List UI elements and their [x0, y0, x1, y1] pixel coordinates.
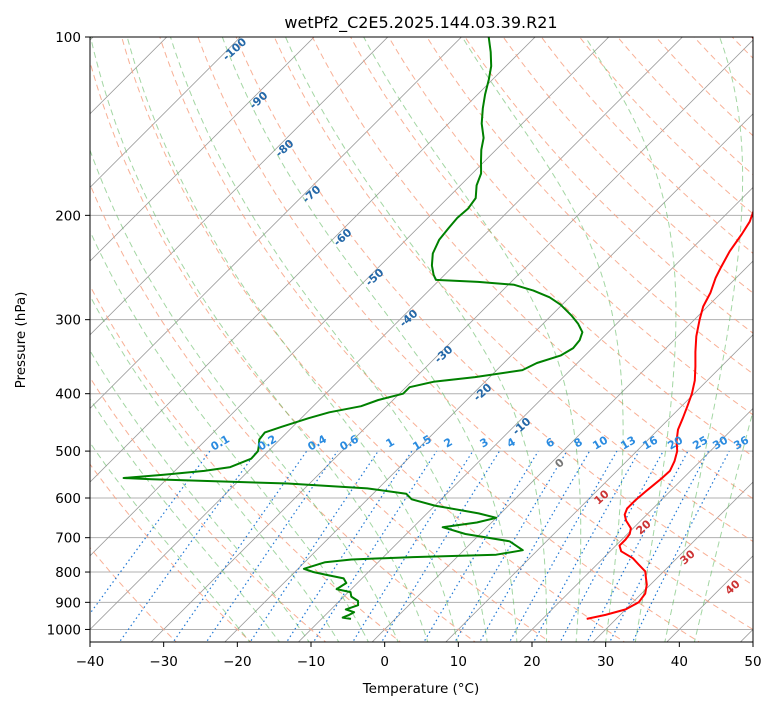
y-tick-label: 200	[55, 208, 81, 224]
x-tick-label: 20	[523, 654, 540, 670]
y-tick-label: 900	[55, 595, 81, 611]
x-tick-label: 40	[671, 654, 688, 670]
y-tick-label: 800	[55, 565, 81, 581]
y-axis-label: Pressure (hPa)	[13, 292, 29, 389]
x-axis-label: Temperature (°C)	[362, 681, 480, 697]
x-tick-label: −30	[149, 654, 178, 670]
x-tick-label: 50	[744, 654, 761, 670]
x-tick-label: 0	[380, 654, 389, 670]
y-tick-label: 100	[55, 30, 81, 46]
x-tick-label: −20	[223, 654, 252, 670]
chart-title: wetPf2_C2E5.2025.144.03.39.R21	[284, 13, 557, 33]
y-tick-label: 1000	[47, 622, 81, 638]
y-tick-label: 500	[55, 444, 81, 460]
x-tick-label: −40	[76, 654, 105, 670]
y-tick-label: 400	[55, 387, 81, 403]
y-tick-label: 700	[55, 531, 81, 547]
x-tick-label: −10	[297, 654, 326, 670]
y-tick-label: 300	[55, 313, 81, 329]
x-tick-label: 30	[597, 654, 614, 670]
x-tick-label: 10	[450, 654, 467, 670]
y-tick-label: 600	[55, 491, 81, 507]
